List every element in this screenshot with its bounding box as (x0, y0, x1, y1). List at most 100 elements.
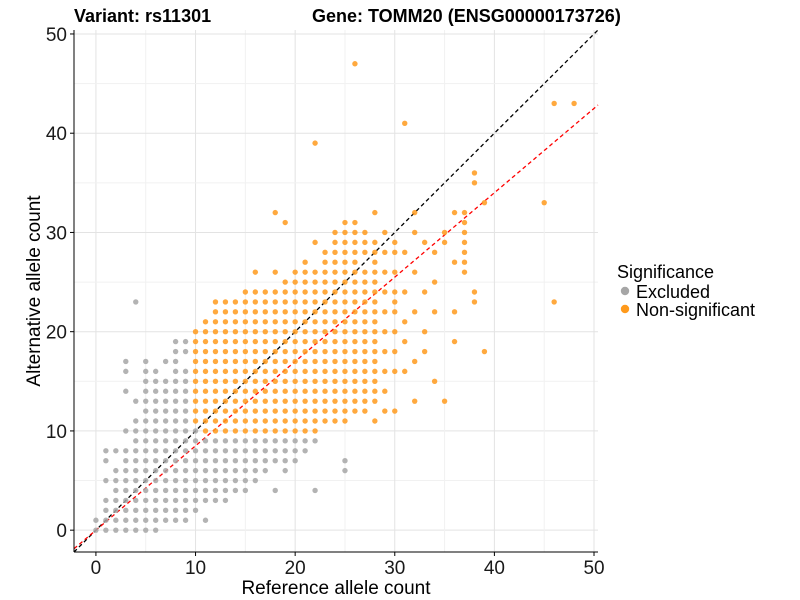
point-non-significant (312, 309, 318, 315)
point-excluded (172, 497, 179, 504)
point-non-significant (382, 348, 388, 355)
point-non-significant (292, 368, 298, 375)
point-excluded (262, 438, 268, 444)
point-non-significant (242, 408, 249, 414)
x-tick-label: 10 (185, 558, 206, 579)
point-non-significant (352, 388, 358, 394)
point-excluded (172, 448, 179, 454)
point-non-significant (372, 418, 378, 424)
point-non-significant (302, 398, 308, 404)
point-non-significant (272, 338, 278, 345)
point-excluded (152, 507, 159, 514)
legend-label-excluded: Excluded (636, 282, 710, 302)
point-non-significant (192, 348, 199, 355)
point-non-significant (252, 348, 259, 355)
point-excluded (113, 497, 119, 504)
point-excluded (172, 438, 179, 444)
point-excluded (182, 418, 189, 424)
x-tick-label: 40 (484, 558, 505, 579)
point-non-significant (312, 140, 318, 146)
point-excluded (133, 477, 139, 484)
point-excluded (182, 448, 189, 454)
point-non-significant (302, 348, 308, 355)
point-non-significant (402, 120, 408, 126)
point-non-significant (272, 299, 278, 305)
point-non-significant (312, 328, 318, 335)
point-non-significant (222, 408, 229, 414)
point-non-significant (551, 100, 557, 107)
point-non-significant (352, 378, 358, 385)
point-non-significant (262, 418, 268, 424)
point-non-significant (372, 299, 378, 305)
point-excluded (182, 348, 189, 355)
point-excluded (172, 348, 179, 355)
point-non-significant (292, 388, 298, 394)
point-non-significant (212, 398, 219, 404)
point-non-significant (232, 309, 239, 315)
point-non-significant (302, 358, 308, 365)
point-non-significant (322, 309, 328, 315)
point-non-significant (212, 319, 219, 325)
point-excluded (133, 428, 139, 434)
point-non-significant (272, 289, 278, 295)
point-non-significant (292, 338, 298, 345)
point-non-significant (352, 269, 358, 275)
point-non-significant (342, 309, 348, 315)
point-non-significant (352, 328, 358, 335)
point-non-significant (312, 269, 318, 275)
point-non-significant (342, 239, 348, 246)
point-non-significant (282, 418, 288, 424)
point-excluded (252, 438, 259, 444)
point-non-significant (461, 209, 468, 216)
point-non-significant (312, 358, 318, 365)
point-non-significant (461, 229, 468, 236)
point-non-significant (342, 408, 348, 414)
point-non-significant (402, 249, 408, 255)
point-non-significant (312, 279, 318, 285)
point-non-significant (352, 368, 358, 375)
point-non-significant (352, 338, 358, 345)
point-non-significant (392, 348, 398, 355)
point-excluded (252, 477, 259, 484)
point-excluded (143, 527, 149, 533)
point-non-significant (372, 319, 378, 325)
point-excluded (242, 487, 249, 494)
point-non-significant (342, 358, 348, 365)
point-excluded (162, 378, 169, 385)
point-non-significant (192, 388, 199, 394)
point-non-significant (302, 309, 308, 315)
point-excluded (162, 457, 169, 464)
point-excluded (272, 448, 278, 454)
point-excluded (162, 487, 169, 494)
point-excluded (172, 457, 179, 464)
point-non-significant (212, 418, 219, 424)
legend-label-non-significant: Non-significant (636, 300, 755, 320)
point-excluded (133, 299, 139, 305)
point-non-significant (302, 378, 308, 385)
point-non-significant (212, 348, 219, 355)
point-non-significant (242, 338, 249, 345)
point-non-significant (272, 388, 278, 394)
point-excluded (212, 487, 219, 494)
point-excluded (162, 408, 169, 414)
point-excluded (272, 487, 278, 494)
point-excluded (182, 438, 189, 444)
point-non-significant (362, 279, 368, 285)
point-non-significant (451, 309, 458, 315)
point-non-significant (232, 388, 239, 394)
point-excluded (152, 448, 159, 454)
point-non-significant (252, 368, 259, 375)
point-non-significant (362, 338, 368, 345)
point-excluded (182, 477, 189, 484)
point-non-significant (232, 319, 239, 325)
point-non-significant (312, 398, 318, 404)
point-non-significant (312, 348, 318, 355)
point-non-significant (232, 338, 239, 345)
point-non-significant (212, 378, 219, 385)
point-non-significant (372, 289, 378, 295)
point-excluded (152, 467, 159, 474)
point-non-significant (292, 428, 298, 434)
point-excluded (302, 448, 308, 454)
point-non-significant (202, 408, 209, 414)
point-non-significant (342, 388, 348, 394)
